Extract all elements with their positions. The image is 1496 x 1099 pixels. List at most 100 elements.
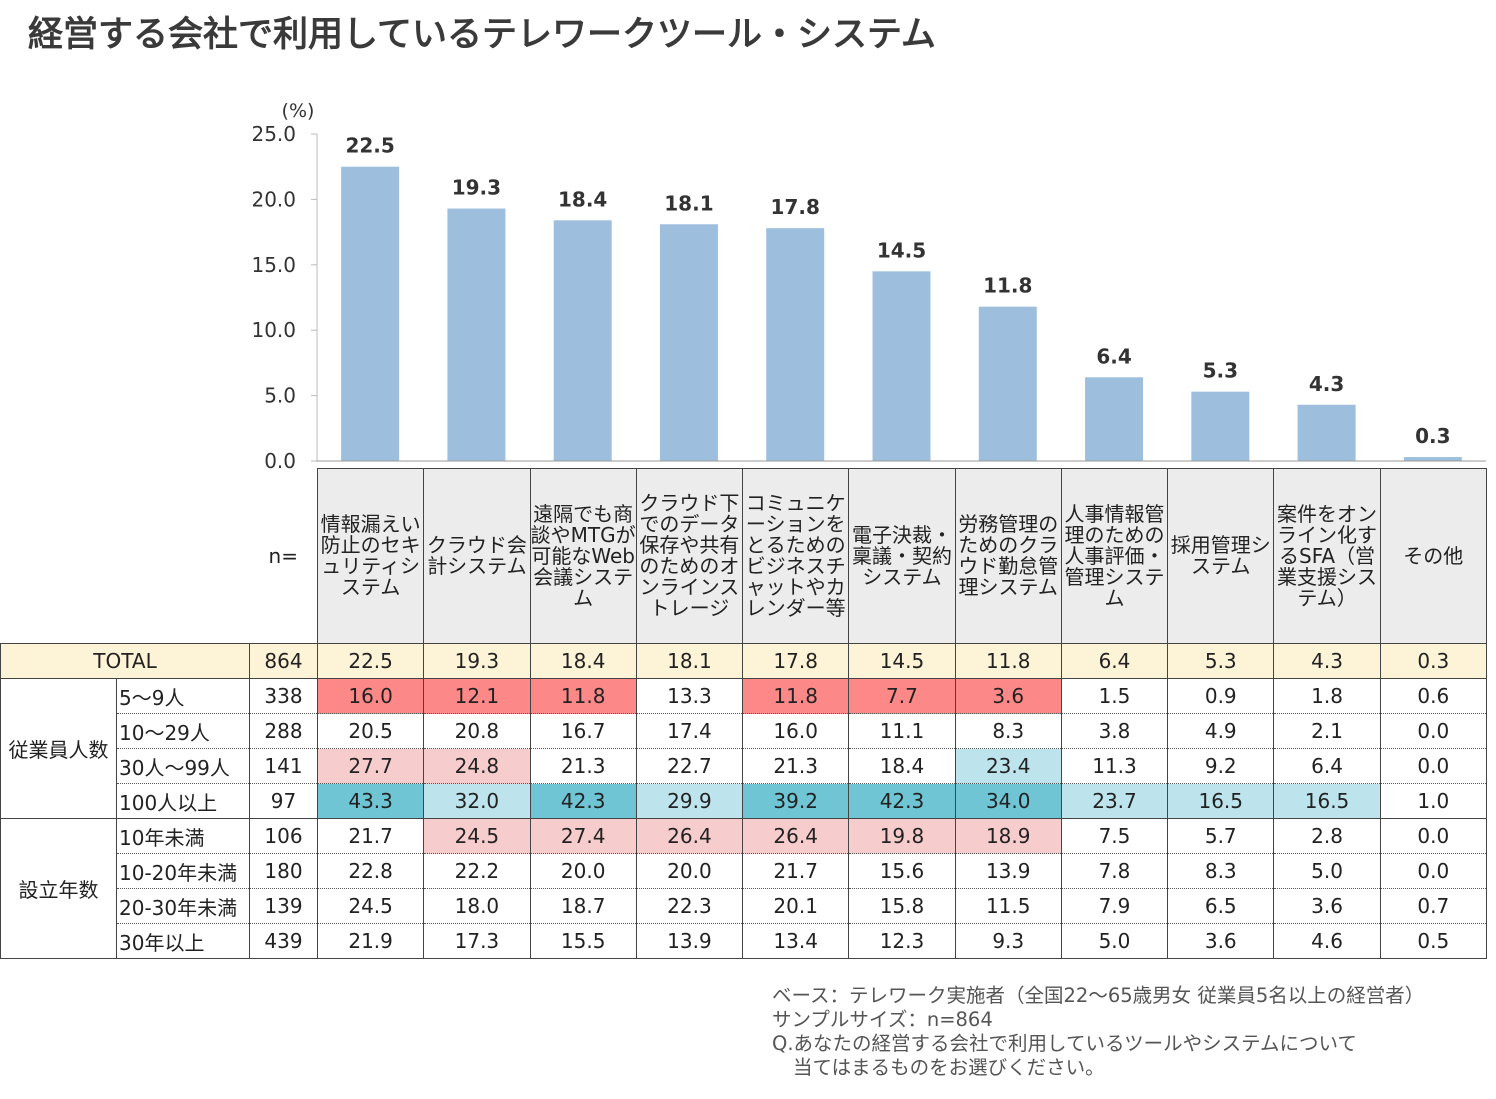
cell-value: 13.4 — [742, 923, 850, 959]
cell-value: 24.5 — [423, 818, 531, 854]
cell-value: 14.5 — [848, 643, 956, 679]
y-tick-label: 20.0 — [251, 187, 296, 211]
category-header: クラウド会計システム — [423, 468, 531, 644]
n-value: 864 — [249, 643, 318, 679]
unit-label: (%) — [282, 100, 315, 122]
cell-value: 24.5 — [316, 888, 425, 924]
cell-value: 1.5 — [1060, 678, 1169, 714]
category-header: 電子決裁・稟議・契約システム — [848, 468, 956, 644]
cell-value: 32.0 — [423, 783, 531, 819]
group-label: 従業員人数 — [0, 678, 117, 819]
bar-value-label: 4.3 — [1309, 372, 1344, 396]
bar-value-label: 22.5 — [345, 134, 394, 158]
cell-value: 18.7 — [529, 888, 637, 924]
n-value: 338 — [249, 678, 318, 714]
row-label: 5～9人 — [116, 678, 250, 714]
cell-value: 9.3 — [954, 923, 1062, 959]
row-label: 10年未満 — [116, 818, 250, 854]
category-header: 労務管理のためのクラウド勤怠管理システム — [954, 468, 1062, 644]
cell-value: 23.4 — [954, 748, 1062, 784]
cell-value: 18.9 — [954, 818, 1062, 854]
table-row: 30年以上 439 21.9 17.3 15.5 13.9 13.4 12.3 9.3 5.0 3.… — [1, 923, 1487, 959]
n-value: 106 — [249, 818, 318, 854]
crosstab-table: n= 情報漏えい防止のセキュリティシステム クラウド会計システム 遠隔でも商談やMTG… — [0, 468, 1487, 959]
total-row: TOTAL 864 22.5 19.3 18.4 18.1 17.8 14.5 11.8 6.4 5… — [0, 643, 1487, 679]
bar-value-label: 18.4 — [558, 187, 607, 211]
header-blank — [1, 469, 250, 644]
cell-value: 4.6 — [1273, 923, 1381, 959]
cell-value: 11.1 — [848, 713, 956, 749]
cell-value: 16.0 — [316, 678, 425, 714]
cell-value: 26.4 — [635, 818, 744, 854]
n-value: 141 — [249, 748, 318, 784]
cell-value: 16.5 — [1273, 783, 1381, 819]
cell-value: 0.0 — [1379, 713, 1487, 749]
row-label: 30人～99人 — [116, 748, 250, 784]
cell-value: 0.9 — [1167, 678, 1275, 714]
cell-value: 5.0 — [1273, 853, 1381, 889]
bar — [766, 228, 825, 461]
table-row: 30人～99人 141 27.7 24.8 21.3 22.7 21.3 18.4 23.4 11… — [1, 748, 1487, 784]
cell-value: 17.4 — [635, 713, 744, 749]
category-header: 人事情報管理のための人事評価・管理システム — [1060, 468, 1169, 644]
bar-value-label: 6.4 — [1096, 344, 1131, 368]
cell-value: 9.2 — [1167, 748, 1275, 784]
bar — [553, 220, 612, 461]
cell-value: 2.1 — [1273, 713, 1381, 749]
cell-value: 5.7 — [1167, 818, 1275, 854]
row-label: 30年以上 — [116, 923, 250, 959]
footnote-sample: サンプルサイズ：n=864 — [772, 1008, 993, 1031]
bar — [872, 271, 931, 461]
cell-value: 15.8 — [848, 888, 956, 924]
cell-value: 18.0 — [423, 888, 531, 924]
table-row: 20-30年未満 139 24.5 18.0 18.7 22.3 20.1 15.8 11.5 7… — [1, 888, 1487, 924]
cell-value: 22.7 — [635, 748, 744, 784]
bar — [1085, 377, 1144, 461]
cell-value: 21.3 — [529, 748, 637, 784]
cell-value: 0.0 — [1379, 853, 1487, 889]
cell-value: 11.8 — [529, 678, 637, 714]
cell-value: 21.3 — [742, 748, 850, 784]
category-header: 採用管理システム — [1167, 468, 1275, 644]
y-tick-label: 10.0 — [251, 318, 296, 342]
table-row: 10～29人 288 20.5 20.8 16.7 17.4 16.0 11.1 8.3 3.8 4… — [1, 713, 1487, 749]
header-row: n= 情報漏えい防止のセキュリティシステム クラウド会計システム 遠隔でも商談やMTG… — [1, 468, 1487, 644]
cell-value: 4.3 — [1273, 643, 1381, 679]
cell-value: 21.7 — [742, 853, 850, 889]
cell-value: 18.4 — [848, 748, 956, 784]
cell-value: 11.3 — [1060, 748, 1169, 784]
bar — [341, 166, 400, 461]
cell-value: 26.4 — [742, 818, 850, 854]
bar — [1403, 457, 1462, 461]
row-label: 100人以上 — [116, 783, 250, 819]
cell-value: 42.3 — [529, 783, 637, 819]
cell-value: 1.8 — [1273, 678, 1381, 714]
bar — [659, 224, 718, 461]
y-tick-label: 25.0 — [251, 122, 296, 146]
cell-value: 6.4 — [1060, 643, 1169, 679]
n-value: 97 — [249, 783, 318, 819]
bar — [447, 208, 506, 461]
cell-value: 0.3 — [1379, 643, 1487, 679]
bar-value-label: 17.8 — [771, 195, 820, 219]
bar-value-label: 11.8 — [983, 274, 1032, 298]
cell-value: 12.3 — [848, 923, 956, 959]
bar — [1297, 404, 1356, 461]
cell-value: 24.8 — [423, 748, 531, 784]
cell-value: 12.1 — [423, 678, 531, 714]
chart-title: 経営する会社で利用しているテレワークツール・システム — [28, 15, 936, 55]
bar-value-label: 5.3 — [1203, 359, 1238, 383]
cell-value: 22.3 — [635, 888, 744, 924]
cell-value: 21.7 — [316, 818, 425, 854]
cell-value: 5.3 — [1167, 643, 1275, 679]
n-value: 139 — [249, 888, 318, 924]
cell-value: 43.3 — [316, 783, 425, 819]
cell-value: 27.7 — [316, 748, 425, 784]
table-row: 設立年数 10年未満 106 21.7 24.5 27.4 26.4 26.4 19.8 18.9… — [0, 818, 1487, 959]
cell-value: 22.5 — [316, 643, 425, 679]
n-label: n= — [249, 468, 318, 644]
category-header: 情報漏えい防止のセキュリティシステム — [316, 468, 425, 644]
cell-value: 13.9 — [635, 923, 744, 959]
total-label: TOTAL — [0, 643, 250, 679]
cell-value: 16.7 — [529, 713, 637, 749]
